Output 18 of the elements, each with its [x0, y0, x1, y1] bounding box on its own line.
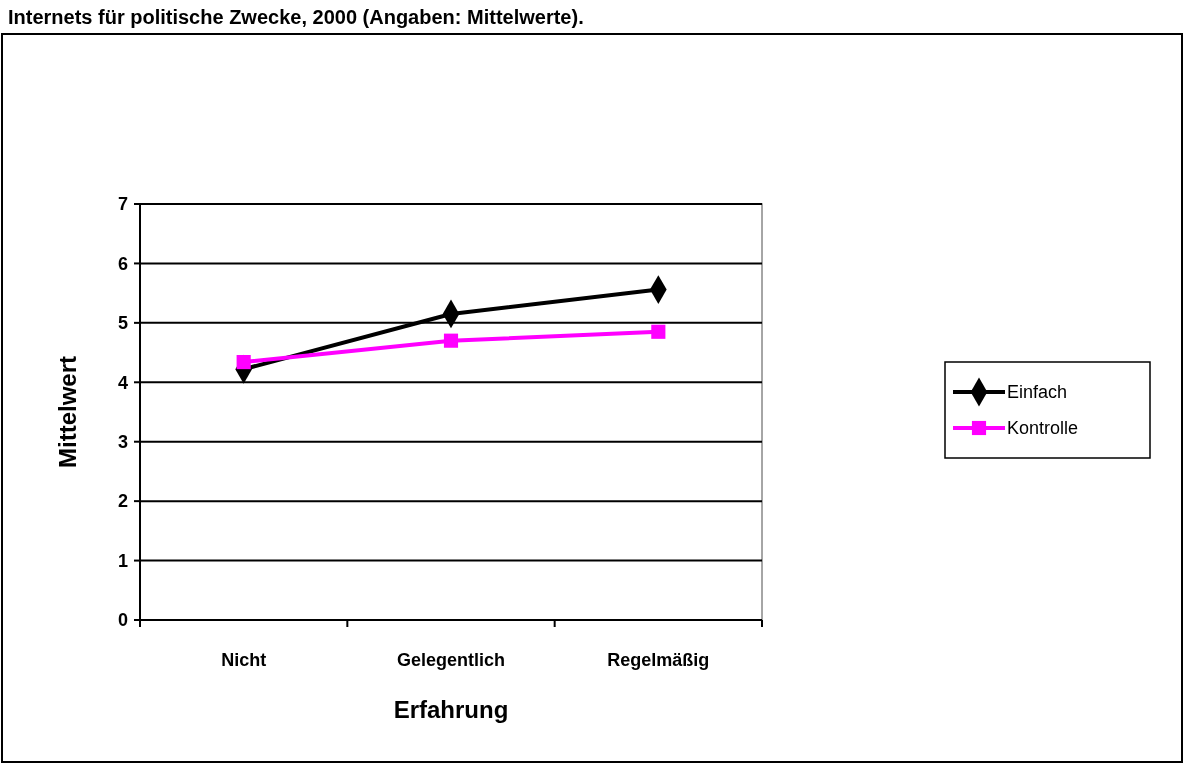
y-axis-title: Mittelwert	[54, 355, 81, 469]
y-tick-label: 4	[117, 372, 128, 393]
x-tick-label: Nicht	[221, 650, 267, 670]
y-tick-label: 0	[117, 610, 128, 631]
y-tick-label: 3	[117, 432, 128, 453]
legend-label: Kontrolle	[1007, 418, 1079, 439]
point	[443, 333, 459, 348]
x-tick-label: Gelegentlich	[396, 650, 506, 670]
y-tick-label: 2	[117, 491, 128, 512]
legend-label: Einfach	[1007, 382, 1068, 403]
y-tick-label: 7	[117, 194, 128, 215]
chart-title: Internets für politische Zwecke, 2000 (Angaben: Mittelwerte).	[8, 6, 584, 28]
y-tick-label: 5	[117, 313, 128, 334]
y-tick-label: 6	[117, 253, 128, 274]
point	[651, 324, 666, 339]
y-tick-label: 1	[117, 550, 128, 571]
x-tick-label: Regelmäßig	[607, 650, 710, 670]
x-axis-title: Erfahrung	[393, 696, 509, 723]
